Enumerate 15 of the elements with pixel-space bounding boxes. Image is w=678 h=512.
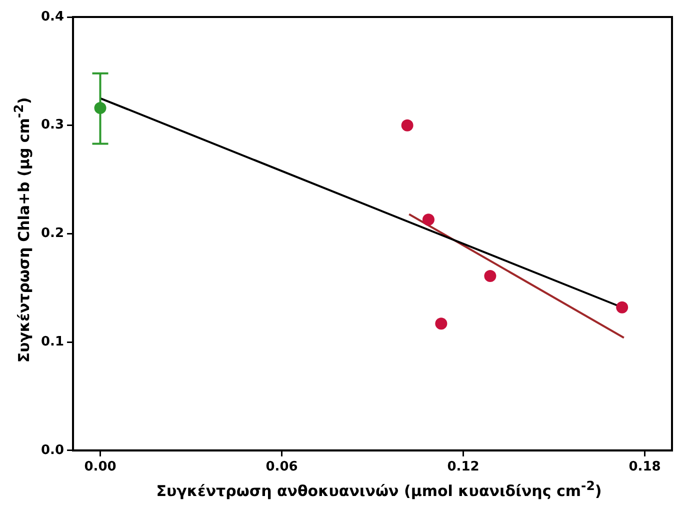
point [484, 270, 496, 282]
x-tick-label: 0.00 [84, 460, 116, 475]
x-tick-label: 0.12 [447, 460, 480, 475]
point [616, 301, 628, 314]
point [422, 214, 434, 226]
x-tick-label: 0.18 [628, 460, 661, 475]
x-tick-label: 0.06 [266, 460, 298, 475]
y-tick-label: 0.0 [41, 442, 64, 458]
y-tick-label: 0.4 [41, 9, 64, 24]
point [401, 119, 414, 132]
x-axis-title: Συγκέντρωση ανθοκυανινών (μmol κυανιδίνης cm$^{-2}$) [155, 478, 603, 500]
y-tick-label: 0.3 [41, 118, 64, 133]
point [435, 318, 448, 330]
y-tick-label: 0.2 [41, 226, 64, 242]
y-tick-label: 0.1 [41, 334, 64, 350]
